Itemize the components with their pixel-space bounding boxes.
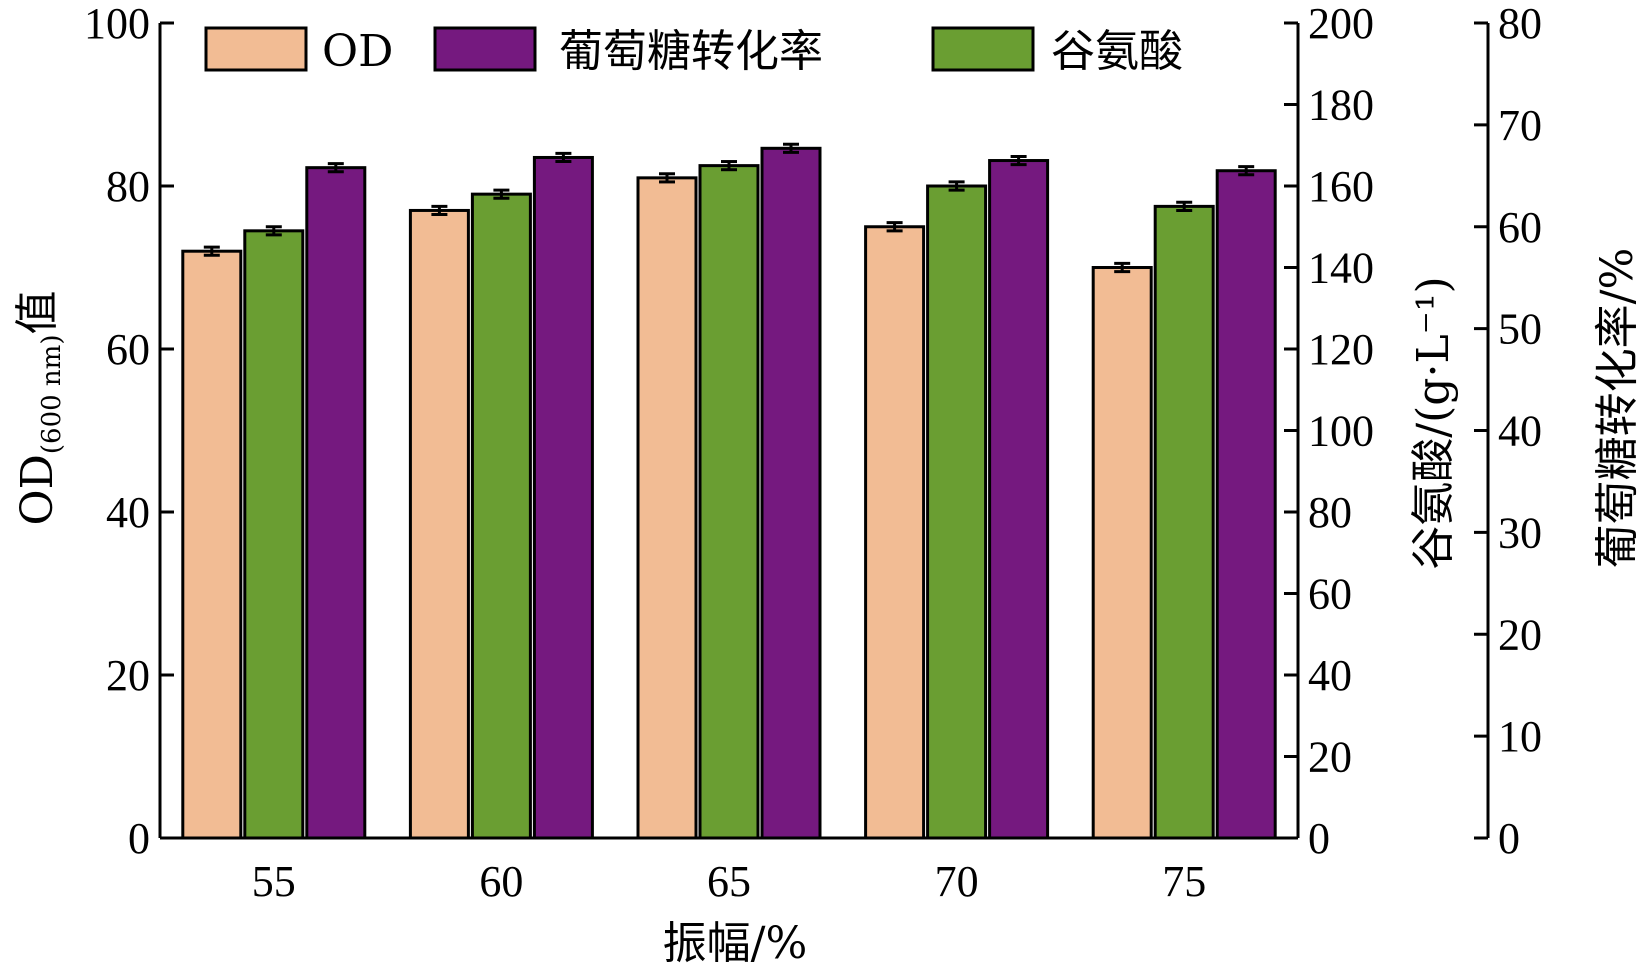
right1-tick-label: 40 <box>1308 651 1352 700</box>
x-tick-label: 60 <box>479 857 523 906</box>
right1-tick-label: 200 <box>1308 0 1374 48</box>
right1-tick-label: 120 <box>1308 325 1374 374</box>
right2-tick-label: 50 <box>1498 305 1542 354</box>
legend-label: OD <box>322 26 393 77</box>
bars <box>181 142 1277 840</box>
axis-labels: OD(600 nm)值 谷氨酸/(g·L⁻¹) 葡萄糖转化率/% 振幅/% <box>12 248 1643 969</box>
right2-tick-label: 0 <box>1498 814 1520 863</box>
right2-tick-label: 20 <box>1498 610 1542 659</box>
right1-tick-label: 0 <box>1308 814 1330 863</box>
x-tick-label: 55 <box>252 857 296 906</box>
right2-tick-label: 70 <box>1498 101 1542 150</box>
bar <box>926 184 988 840</box>
right1-tick-label: 100 <box>1308 407 1374 456</box>
bar <box>181 249 243 840</box>
legend-swatch <box>204 26 308 72</box>
right2-tick-label: 80 <box>1498 0 1542 48</box>
bar <box>532 155 594 840</box>
bar <box>760 146 822 840</box>
right1-tick-label: 60 <box>1308 570 1352 619</box>
bar <box>1153 204 1215 840</box>
left-tick-label: 60 <box>106 325 150 374</box>
bar <box>864 225 926 840</box>
left-axis-title: OD(600 nm)值 <box>12 291 67 526</box>
right1-tick-label: 140 <box>1308 244 1374 293</box>
left-tick-label: 100 <box>84 0 150 48</box>
left-tick-label: 20 <box>106 651 150 700</box>
left-tick-label: 0 <box>128 814 150 863</box>
x-tick-label: 65 <box>707 857 751 906</box>
legend: OD 葡萄糖转化率 谷氨酸 <box>204 26 1183 77</box>
legend-swatch <box>433 26 537 72</box>
right1-tick-label: 20 <box>1308 733 1352 782</box>
right1-axis-title: 谷氨酸/(g·L⁻¹) <box>1408 276 1459 569</box>
right2-tick-label: 10 <box>1498 712 1542 761</box>
right2-tick-label: 40 <box>1498 407 1542 456</box>
right2-tick-label: 60 <box>1498 203 1542 252</box>
left-axis-title-tail: 值 <box>12 291 63 335</box>
right1-tick-label: 160 <box>1308 162 1374 211</box>
axes: 0 20 40 60 80 100 0 20 40 60 80 100 120 140 160 180 200 0… <box>84 0 1542 906</box>
bar <box>408 208 470 840</box>
left-axis-title-sub: (600 nm) <box>37 335 67 455</box>
left-axis-title-main: OD <box>12 454 63 525</box>
left-tick-label: 40 <box>106 488 150 537</box>
legend-label: 葡萄糖转化率 <box>559 26 823 77</box>
bar <box>636 176 698 840</box>
legend-swatch <box>931 26 1035 72</box>
bar <box>698 164 760 840</box>
left-tick-label: 80 <box>106 162 150 211</box>
right1-tick-label: 180 <box>1308 81 1374 130</box>
right2-tick-label: 30 <box>1498 508 1542 557</box>
bar <box>305 166 367 840</box>
bar <box>243 229 305 840</box>
bar <box>470 192 532 840</box>
bar <box>988 159 1050 840</box>
bar <box>1091 266 1153 840</box>
x-tick-label: 75 <box>1162 857 1206 906</box>
right1-tick-label: 80 <box>1308 488 1352 537</box>
bar <box>1215 169 1277 840</box>
right2-axis-title: 葡萄糖转化率/% <box>1592 248 1643 569</box>
x-axis-title: 振幅/% <box>663 918 808 969</box>
legend-label: 谷氨酸 <box>1051 26 1183 77</box>
x-tick-label: 70 <box>935 857 979 906</box>
